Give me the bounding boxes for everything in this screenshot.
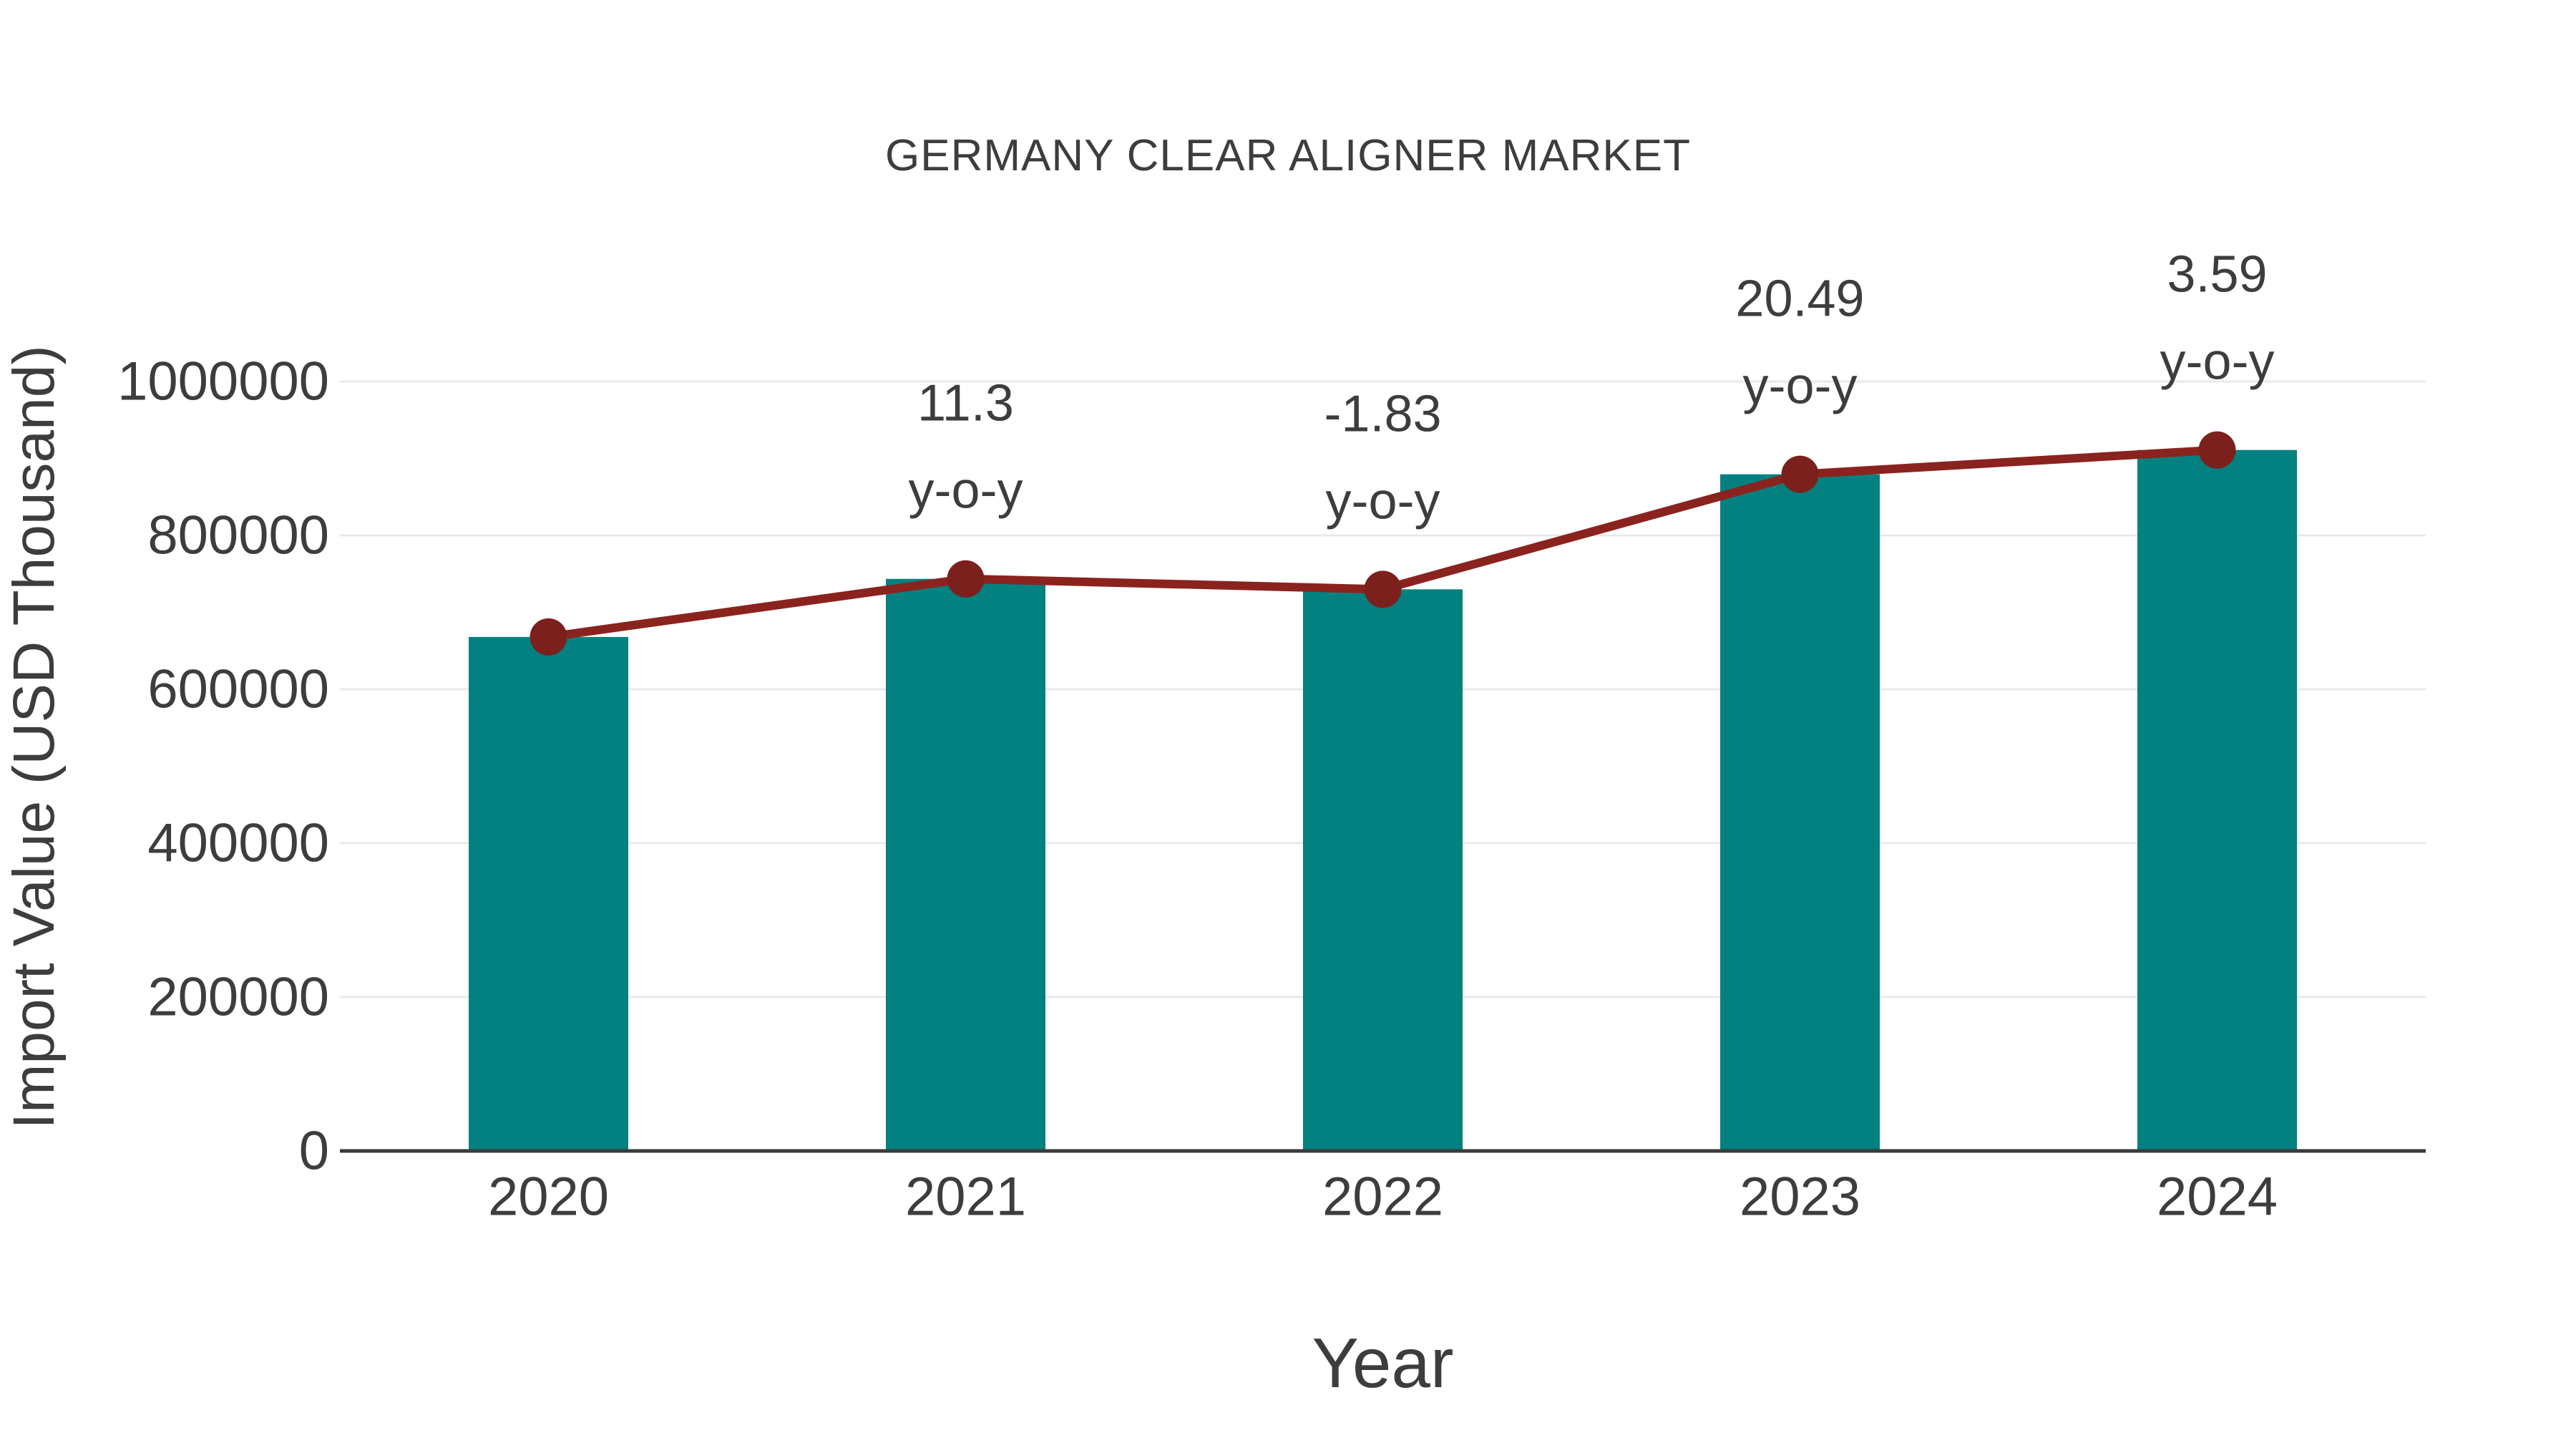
y-axis-title: Import Value (USD Thousand): [1, 345, 67, 1129]
annotation-2022-value: -1.83: [1324, 385, 1441, 442]
annotation-2023-suffix: y-o-y: [1743, 358, 1858, 415]
bar-2022: [1303, 589, 1463, 1151]
annotation-2022-suffix: y-o-y: [1326, 472, 1440, 530]
annotation-2024-suffix: y-o-y: [2160, 334, 2275, 391]
x-tick-label-2021: 2021: [905, 1167, 1026, 1228]
marker-2023: [1781, 455, 1819, 493]
y-tick-label-200000: 200000: [147, 967, 329, 1028]
bar-2024: [2137, 449, 2297, 1151]
x-tick-label-2023: 2023: [1740, 1167, 1860, 1228]
x-tick-label-2020: 2020: [488, 1167, 609, 1228]
chart-title: GERMANY CLEAR ALIGNER MARKET: [885, 131, 1691, 180]
bar-2023: [1720, 474, 1880, 1151]
y-tick-label-800000: 800000: [147, 505, 329, 566]
y-tick-label-600000: 600000: [147, 659, 329, 720]
marker-2022: [1364, 570, 1402, 608]
marker-2020: [530, 618, 567, 656]
x-axis-title: Year: [1312, 1323, 1454, 1402]
bar-2020: [469, 636, 628, 1151]
x-tick-label-2022: 2022: [1322, 1167, 1443, 1228]
annotation-2021-value: 11.3: [917, 375, 1014, 432]
bar-2021: [886, 578, 1045, 1151]
x-tick-label-2024: 2024: [2157, 1167, 2278, 1228]
annotation-2021-suffix: y-o-y: [909, 462, 1023, 520]
marker-2024: [2198, 431, 2236, 469]
y-tick-label-0: 0: [299, 1121, 329, 1182]
y-tick-label-400000: 400000: [147, 813, 329, 874]
y-tick-label-1000000: 1000000: [117, 351, 329, 412]
annotation-2023-value: 20.49: [1735, 271, 1864, 328]
annotation-2024-value: 3.59: [2167, 246, 2267, 303]
marker-2021: [947, 560, 985, 598]
